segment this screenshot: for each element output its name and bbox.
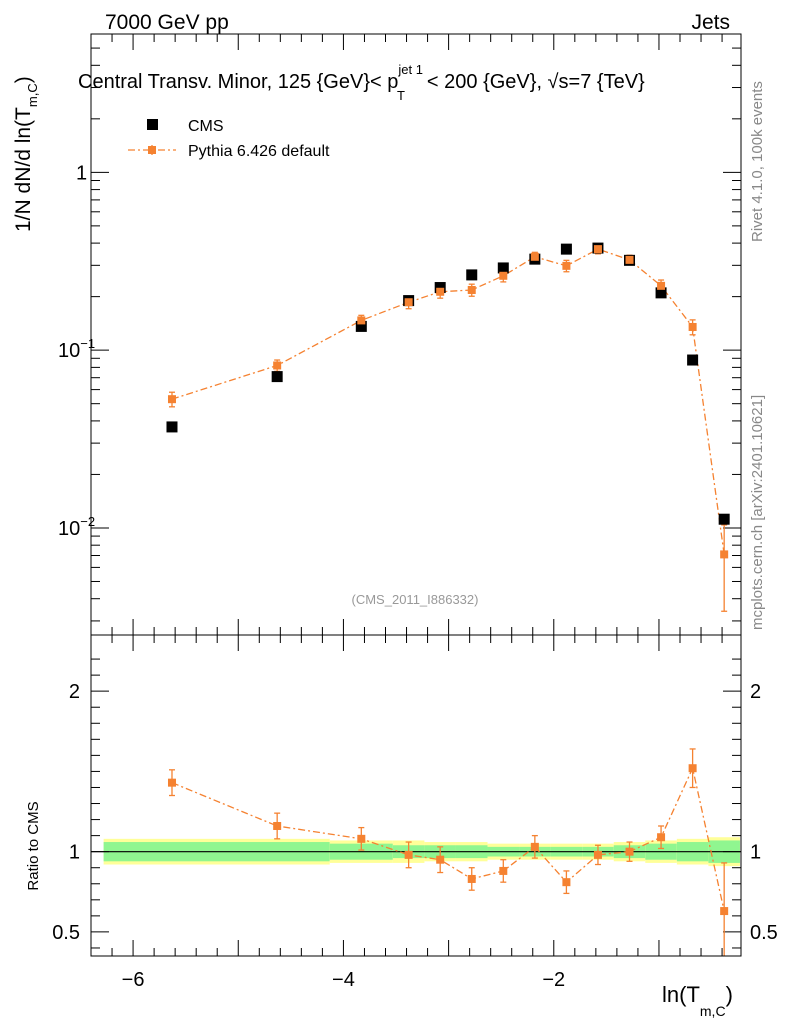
ratio-point: [273, 821, 282, 830]
y-tick-label: 1: [76, 162, 87, 184]
x-tick-label: −6: [122, 969, 145, 991]
ratio-ylabel: Ratio to CMS: [25, 801, 42, 890]
y-tick-label: 10−1: [58, 336, 95, 362]
ratio-point: [562, 878, 571, 887]
cms-point: [497, 262, 509, 274]
plot-title-suffix: < 200 {GeV}, √s=7 {TeV}: [427, 71, 645, 93]
ratio-point: [436, 855, 445, 864]
ratio-panel-frame: [90, 634, 742, 957]
ratio-point: [357, 834, 366, 843]
ratio-point: [688, 764, 697, 773]
cms-point: [434, 282, 446, 294]
analysis-id: (CMS_2011_I886332): [352, 592, 479, 607]
legend-mc-marker: [148, 146, 156, 154]
main-ylabel: 1/N dN/d ln(Tm,C): [12, 76, 40, 232]
x-tick-label: −4: [332, 969, 355, 991]
ratio-point: [404, 850, 413, 859]
cms-point: [560, 243, 572, 255]
cms-point: [718, 513, 730, 525]
ratio-point: [467, 874, 476, 883]
legend-cms-label: CMS: [188, 118, 224, 135]
plot-title: Central Transv. Minor, 125 {GeV}< pjet 1…: [78, 62, 645, 103]
main-ylabel-prefix: 1/N dN/d ln(T: [12, 107, 35, 232]
cms-point: [166, 421, 178, 433]
mc-point: [499, 271, 508, 280]
main-ylabel-sub: m,C: [25, 83, 40, 107]
mcplots-label: mcplots.cern.ch [arXiv:2401.10621]: [749, 395, 766, 630]
ratio-y-tick-label-right: 1: [750, 842, 761, 864]
ratio-y-tick-label-right: 0.5: [750, 922, 778, 944]
ratio-point: [530, 842, 539, 851]
ratio-y-tick-label: 2: [69, 681, 80, 703]
cms-point: [687, 354, 699, 366]
legend-mc-label: Pythia 6.426 default: [188, 143, 330, 160]
ratio-y-tick-label: 0.5: [52, 922, 80, 944]
cms-point: [655, 287, 667, 299]
y-tick-label: 10−2: [58, 514, 95, 540]
mc-point: [625, 255, 634, 264]
xlabel-prefix: ln(T: [662, 982, 700, 1007]
mc-point: [404, 298, 413, 307]
ratio-point: [167, 778, 176, 787]
main-ylabel-suffix: ): [12, 76, 35, 83]
mc-point: [273, 361, 282, 370]
mc-point: [593, 245, 602, 254]
x-tick-label: −2: [542, 969, 565, 991]
mc-point: [467, 285, 476, 294]
legend: CMS Pythia 6.426 default: [128, 118, 330, 160]
ratio-panel-marks: −6 −4 −2 0.5 0.5 1 1 2 2: [52, 635, 778, 991]
mc-line: [171, 248, 725, 555]
mc-point: [562, 261, 571, 270]
category-label: Jets: [691, 11, 730, 34]
cms-point: [355, 320, 367, 332]
mc-point: [530, 252, 539, 261]
ratio-point: [657, 833, 666, 842]
ratio-mc-line: [171, 766, 725, 912]
xlabel: ln(Tm,C): [662, 982, 733, 1019]
ratio-y-tick-label: 1: [69, 842, 80, 864]
mc-point: [357, 316, 366, 325]
xlabel-suffix: ): [726, 982, 733, 1007]
ratio-point: [625, 847, 634, 856]
plot-title-sup: jet 1: [397, 62, 423, 77]
ratio-y-tick-label-right: 2: [750, 681, 761, 703]
energy-label: 7000 GeV pp: [105, 11, 229, 34]
ratio-point: [720, 907, 729, 916]
mc-point: [720, 550, 729, 559]
ratio-point: [593, 850, 602, 859]
plot-title-sub: T: [397, 88, 405, 103]
cms-point: [271, 371, 283, 383]
mc-point: [167, 395, 176, 404]
rivet-label: Rivet 4.1.0, 100k events: [749, 81, 766, 242]
mc-point: [688, 322, 697, 331]
plot-title-prefix: Central Transv. Minor, 125 {GeV}< p: [78, 71, 398, 93]
mc-point: [657, 281, 666, 290]
main-panel-marks: 10−2 10−1 1: [58, 33, 741, 635]
ratio-point: [499, 866, 508, 875]
cms-point: [466, 269, 478, 281]
legend-cms-marker: [147, 119, 158, 130]
xlabel-sub: m,C: [700, 1003, 726, 1019]
mc-point: [436, 287, 445, 296]
